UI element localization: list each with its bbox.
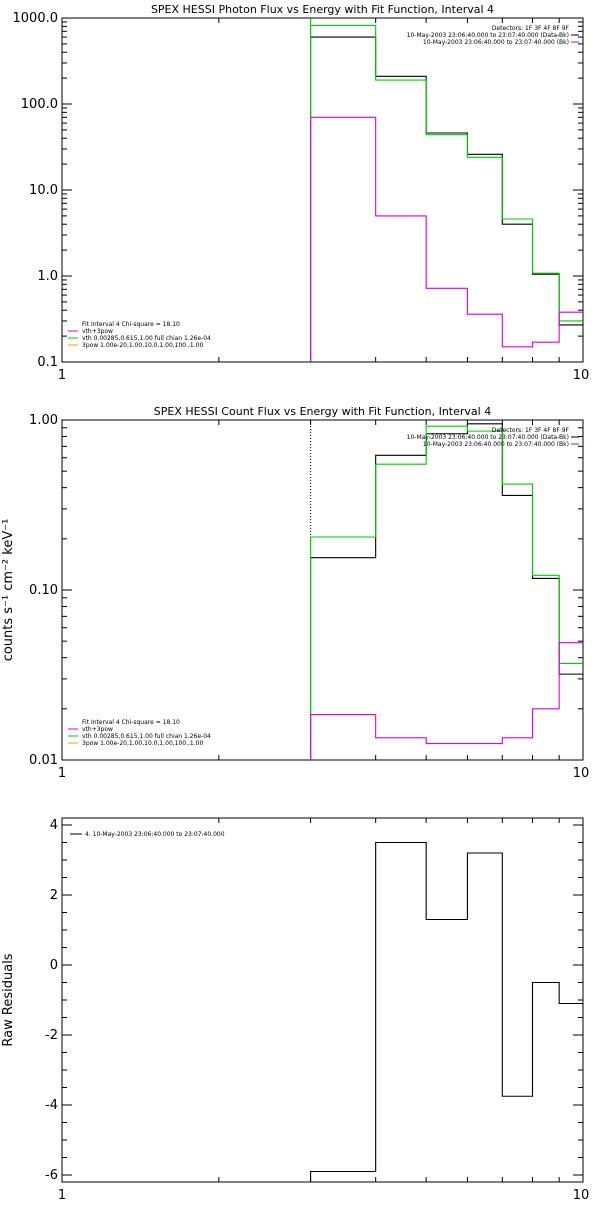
y-tick-label: 10.0 xyxy=(29,183,58,198)
legend-top-entry: 10-May-2003 23:06:40.000 to 23:07:40.000… xyxy=(423,441,569,448)
histogram-series-1 xyxy=(310,423,583,760)
legend-fit-entry: 3pow 1.00e-20,1.00,10.0,1.00,100.,1.00 xyxy=(82,342,203,349)
y-tick-label: -2 xyxy=(45,1028,58,1043)
histogram-series-2 xyxy=(310,425,583,760)
plot-frame xyxy=(61,817,584,1183)
histogram-series-1 xyxy=(310,36,583,362)
chart-1 xyxy=(61,17,584,363)
y-tick-label: 0.10 xyxy=(29,583,58,598)
histogram-series-3 xyxy=(310,116,583,362)
legend-top-entry: 10-May-2003 23:06:40.000 to 23:07:40.000… xyxy=(407,32,569,39)
x-tick-label: 1 xyxy=(58,1188,66,1200)
y-tick-label: 2 xyxy=(50,888,58,903)
plot-frame xyxy=(61,419,584,761)
legend-top-entry: 10-May-2003 23:06:40.000 to 23:07:40.000… xyxy=(407,434,569,441)
x-tick-label: 1 xyxy=(58,766,66,781)
y-tick-label: -4 xyxy=(45,1098,58,1113)
x-tick-label: 10 xyxy=(573,1188,590,1200)
legend-fit-entry: 3pow 1.00e-20,1.00,10.0,1.00,100.,1.00 xyxy=(82,740,203,747)
histogram-series-1 xyxy=(310,841,583,1182)
histogram-series-3 xyxy=(310,642,583,760)
y-tick-label: 0 xyxy=(50,958,58,973)
legend-top-entry: 10-May-2003 23:06:40.000 to 23:07:40.000… xyxy=(423,39,569,46)
y-tick-label: 1000.0 xyxy=(13,11,59,26)
chart-title: SPEX HESSI Photon Flux vs Energy with Fi… xyxy=(151,3,494,16)
legend-interval-entry: 4. 10-May-2003 23:06:40.000 to 23:07:40.… xyxy=(85,831,225,838)
y-tick-label: 0.01 xyxy=(29,753,58,768)
x-tick-label: 10 xyxy=(573,368,590,383)
y-tick-label: 1.0 xyxy=(37,269,58,284)
y-tick-label: 100.0 xyxy=(21,97,58,112)
legend-fit-entry: vth+3pow xyxy=(82,726,113,733)
plot-frame xyxy=(61,17,584,363)
y-tick-label: 0.1 xyxy=(37,355,58,370)
legend-fit-entry: vth+3pow xyxy=(82,328,113,335)
chart-title: SPEX HESSI Count Flux vs Energy with Fit… xyxy=(154,405,491,418)
y-axis-label: counts s⁻¹ cm⁻² keV⁻¹ xyxy=(1,519,16,662)
legend-top-entry: Detectors: 1F 3F 4F 8F 9F xyxy=(492,427,570,434)
chart-3 xyxy=(61,817,584,1183)
legend-fit-entry: Fit Interval 4 Chi-square = 18.10 xyxy=(82,321,180,328)
x-tick-label: 10 xyxy=(573,766,590,781)
y-tick-label: -6 xyxy=(45,1168,58,1183)
legend-fit-entry: Fit Interval 4 Chi-square = 18.10 xyxy=(82,719,180,726)
y-axis-label: Raw Residuals xyxy=(1,953,16,1046)
legend-top-entry: Detectors: 1F 3F 4F 8F 9F xyxy=(492,25,570,32)
histogram-series-2 xyxy=(310,24,583,362)
y-tick-label: 1.00 xyxy=(29,413,58,428)
x-tick-label: 1 xyxy=(58,368,66,383)
legend-fit-entry: vth 0.00285,0.615,1.00 full chian 1.26e-… xyxy=(82,733,211,740)
chart-2 xyxy=(61,419,584,761)
y-tick-label: 4 xyxy=(50,818,58,833)
legend-fit-entry: vth 0.00285,0.615,1.00 full chian 1.26e-… xyxy=(82,335,211,342)
